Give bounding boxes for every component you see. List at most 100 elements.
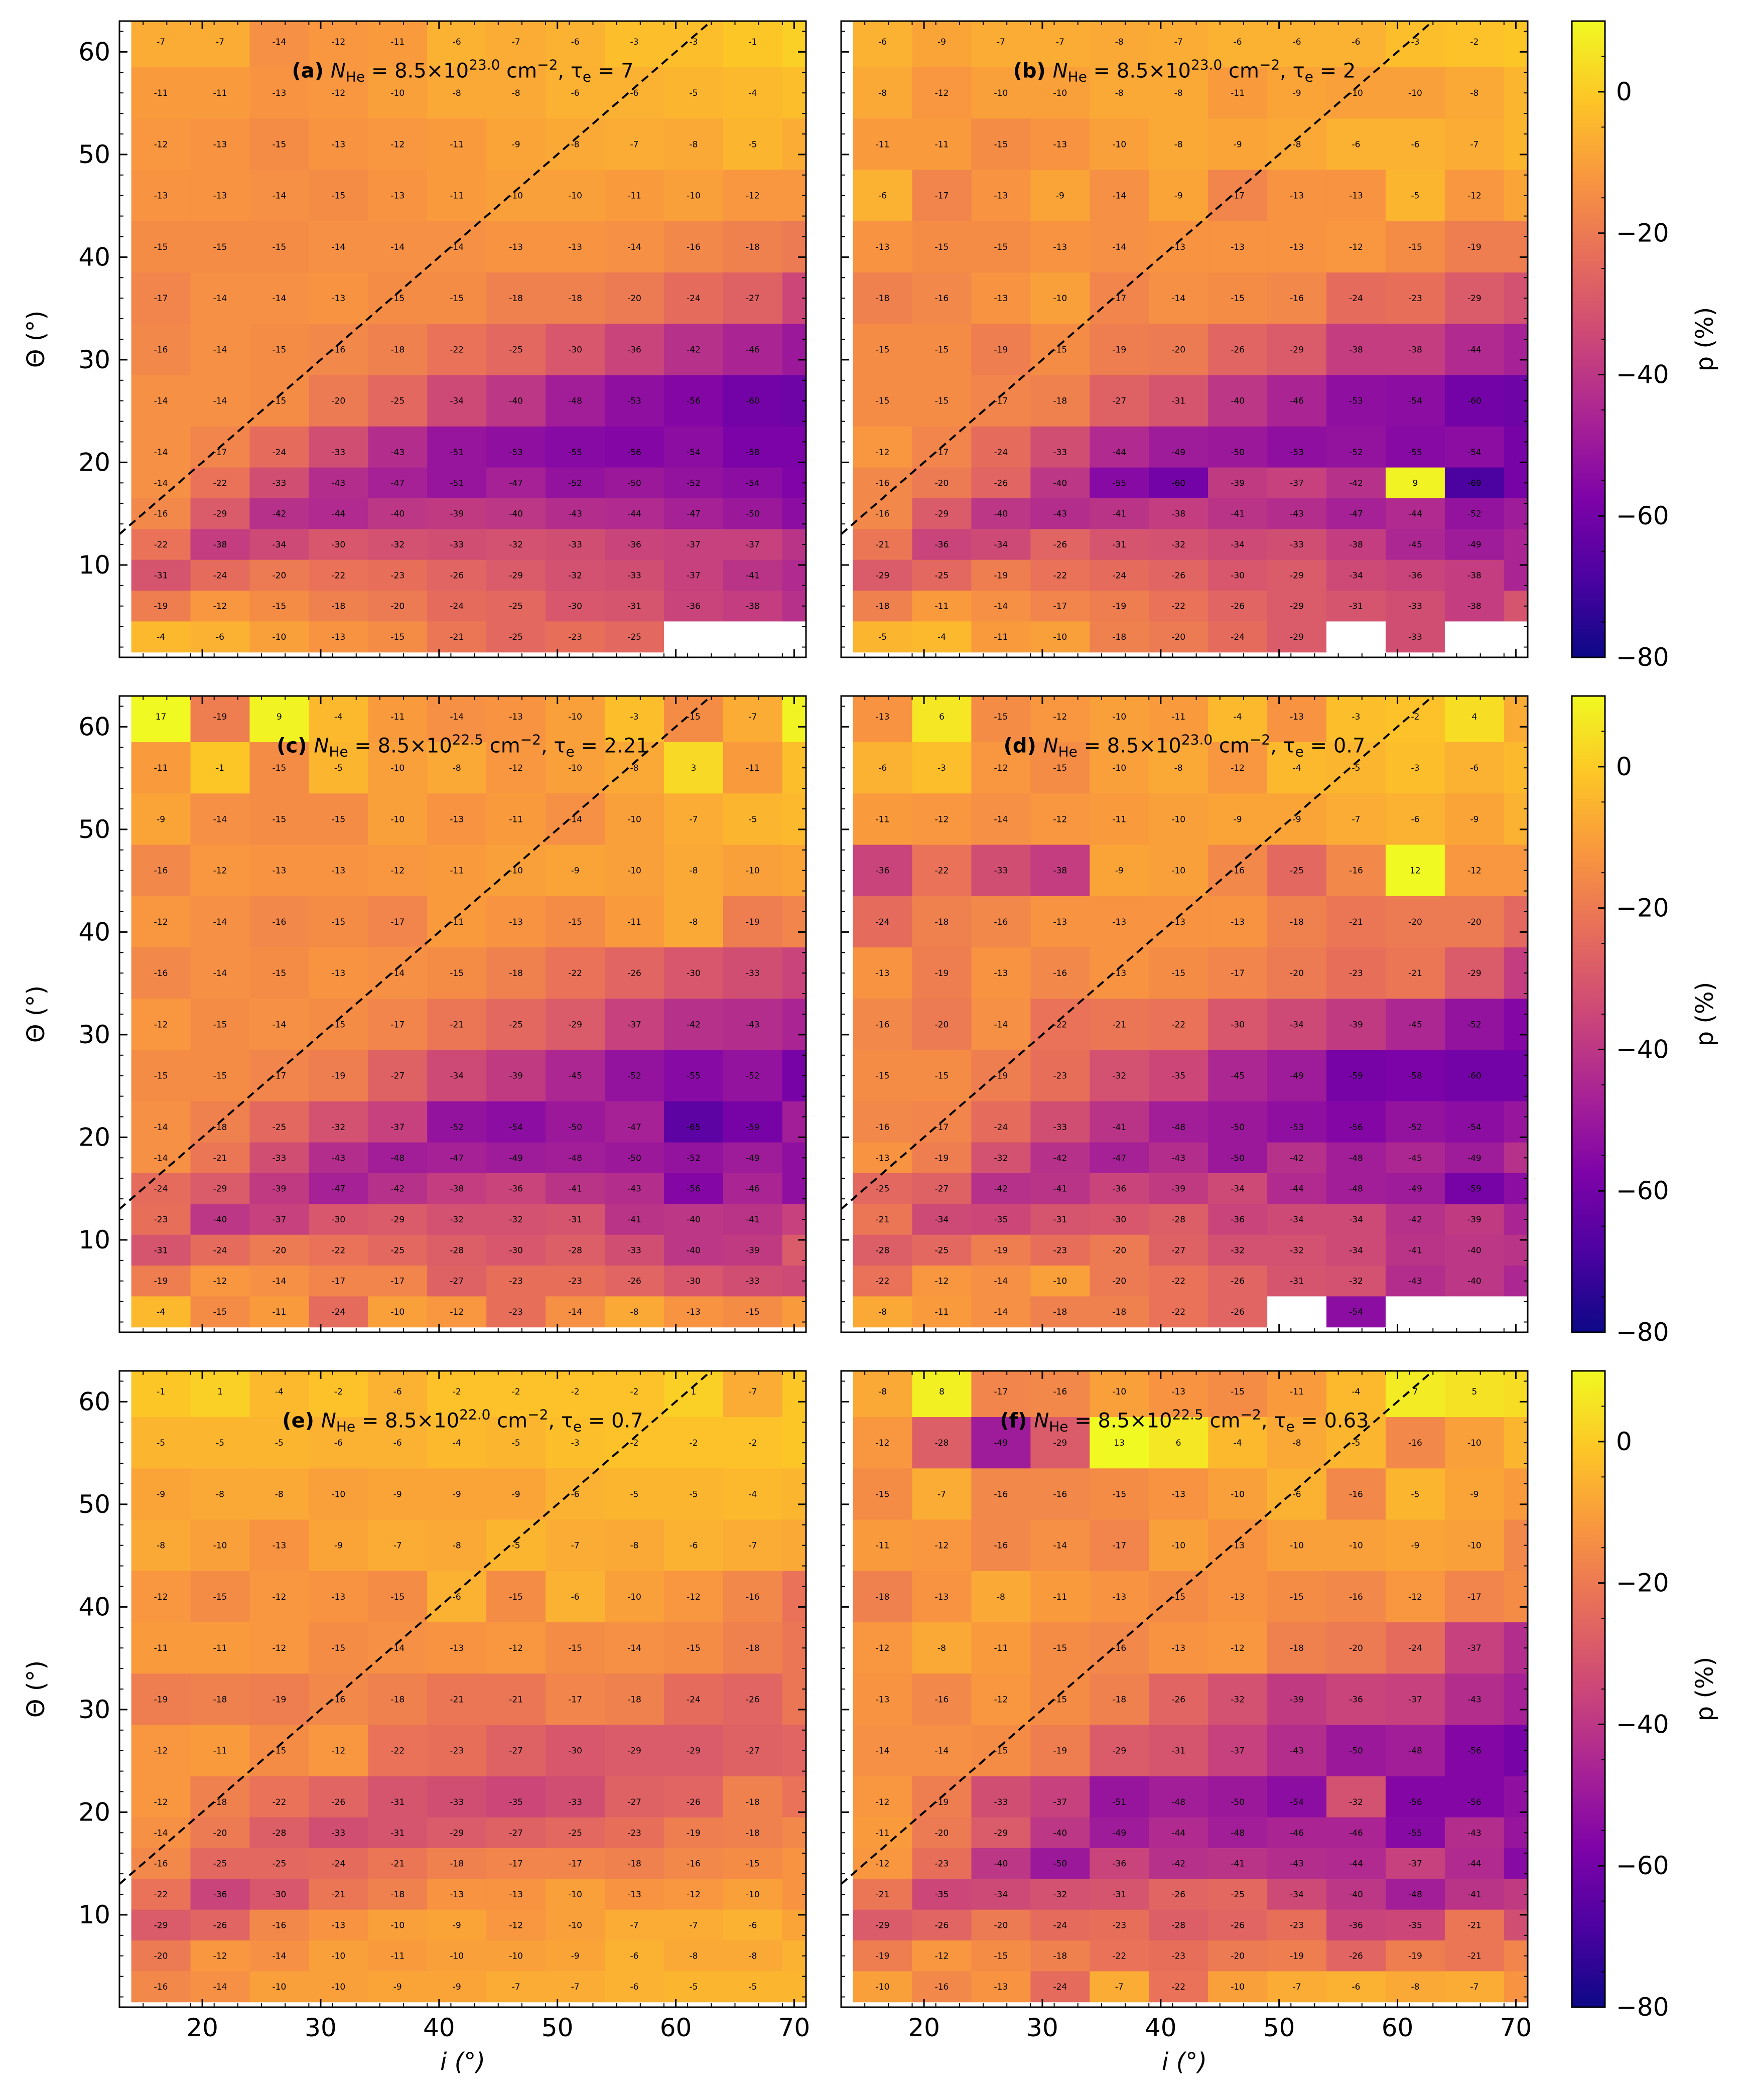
cell-value-label: -13 [273, 88, 287, 98]
heatmap-cell [1682, 1204, 1741, 1235]
cell-value-label: -19 [1290, 1951, 1304, 1962]
cell-value-label: -16 [154, 345, 168, 355]
cell-value-label: -20 [1231, 1951, 1245, 1962]
heatmap-cell [1682, 1101, 1741, 1143]
heatmap-cell [131, 426, 191, 468]
cell-value-label: -24 [994, 1123, 1008, 1133]
cell-value-label: -2 [748, 1438, 757, 1448]
heatmap-cell [782, 947, 806, 999]
heatmap-cell [309, 1971, 368, 2003]
cell-value-label: -53 [627, 396, 641, 406]
cell-value-label: -10 [627, 814, 641, 824]
heatmap-cell [782, 793, 806, 846]
y-tick-label: 60 [78, 37, 110, 66]
heatmap-cell [782, 742, 806, 794]
cell-value-label: -40 [994, 1859, 1008, 1869]
heatmap-cell [427, 1817, 487, 1849]
heatmap-cell [1741, 221, 1750, 273]
heatmap-cell [1090, 21, 1149, 68]
cell-value-label: -31 [627, 602, 641, 612]
heatmap-cell [1741, 427, 1750, 468]
cell-value-label: -11 [273, 1307, 287, 1317]
heatmap-cell [912, 1909, 972, 1941]
heatmap-cell [782, 118, 806, 171]
heatmap-cell [723, 498, 783, 529]
cell-value-label: -13 [1231, 917, 1245, 927]
cell-value-label: -11 [450, 917, 464, 927]
cell-value-label: -36 [1112, 1859, 1126, 1869]
cell-value-label: -15 [273, 763, 287, 773]
cell-value-label: -26 [627, 1277, 641, 1287]
cell-value-label: -40 [994, 509, 1008, 519]
cell-value-label: -51 [1527, 1828, 1541, 1838]
cell-value-label: -7 [216, 37, 224, 47]
cell-value-label: -17 [935, 448, 949, 458]
heatmap-cell [546, 467, 605, 499]
heatmap-cell [1326, 1371, 1386, 1418]
heatmap-cell [1444, 559, 1505, 591]
cell-value-label: -5 [689, 88, 698, 98]
cell-value-label: -2 [689, 1438, 698, 1448]
cell-value-label: -10 [568, 712, 582, 722]
heatmap-cell [309, 1673, 368, 1726]
cell-value-label: -10 [1171, 1541, 1185, 1551]
cell-value-label: -12 [1231, 1643, 1245, 1653]
heatmap-cell [131, 1879, 191, 1910]
cell-value-label: -14 [450, 242, 464, 252]
heatmap-cell [1030, 1101, 1090, 1143]
cell-value-label: -25 [935, 571, 949, 581]
heatmap-cell [971, 1266, 1031, 1297]
cell-value-label: -34 [1290, 1020, 1304, 1030]
cell-value-label: -29 [1290, 571, 1304, 581]
heatmap-cell [1208, 1468, 1268, 1520]
heatmap-cell [546, 1050, 605, 1102]
cell-value-label: -21 [450, 632, 464, 642]
heatmap-cell [723, 1050, 783, 1102]
heatmap-cell [663, 1817, 724, 1849]
cell-value-label: -13 [273, 866, 287, 876]
heatmap-cell [1090, 591, 1149, 622]
heatmap-cell [131, 1050, 191, 1102]
cell-value-label: -12 [331, 1746, 345, 1756]
heatmap-cell [605, 1776, 664, 1818]
heatmap-cell [1623, 691, 1682, 743]
heatmap-cell [190, 1817, 250, 1849]
cell-value-label: 9 [809, 712, 815, 722]
cell-value-label: -38 [1349, 345, 1363, 355]
heatmap-cell [1208, 696, 1268, 743]
cell-value-label: -40 [213, 1215, 227, 1225]
heatmap-cell [427, 621, 487, 653]
heatmap-cell [663, 21, 724, 68]
heatmap-cell [605, 1909, 664, 1941]
heatmap-cell [1623, 529, 1682, 560]
heatmap-cell [1326, 1468, 1386, 1520]
cell-value-label: -13 [273, 1541, 287, 1551]
cell-value-label: -14 [627, 1643, 641, 1653]
heatmap-cell [1385, 1173, 1445, 1204]
cell-value-label: -7 [630, 1920, 639, 1930]
cell-value-label: -10 [390, 1920, 405, 1930]
heatmap-cell [1385, 591, 1445, 622]
cell-value-label: -43 [1467, 1828, 1482, 1838]
cell-value-label: -43 [1053, 509, 1067, 519]
heatmap-cell [782, 845, 806, 897]
cell-value-label: -42 [1171, 1859, 1185, 1869]
cell-value-label: -16 [273, 917, 287, 927]
heatmap-cell [1267, 21, 1327, 68]
heatmap-cell [1208, 1173, 1268, 1204]
cell-value-label: -10 [746, 1890, 760, 1900]
heatmap-cell [1444, 1909, 1505, 1941]
cell-value-label: -22 [1171, 1982, 1185, 1992]
heatmap-cell [190, 999, 250, 1051]
cell-value-label: -22 [1112, 1951, 1126, 1962]
cell-value-label: -33 [450, 1797, 464, 1807]
cell-value-label: -36 [627, 345, 641, 355]
cell-value-label: -31 [1349, 602, 1363, 612]
cell-value-label: -35 [805, 294, 819, 304]
cell-value-label: -26 [1349, 1951, 1363, 1962]
cell-value-label: -47 [1527, 345, 1541, 355]
heatmap-cell [1090, 1725, 1149, 1777]
heatmap-cell [309, 1725, 368, 1777]
cell-value-label: -13 [994, 1982, 1008, 1992]
cell-value-label: -2 [334, 1387, 343, 1397]
